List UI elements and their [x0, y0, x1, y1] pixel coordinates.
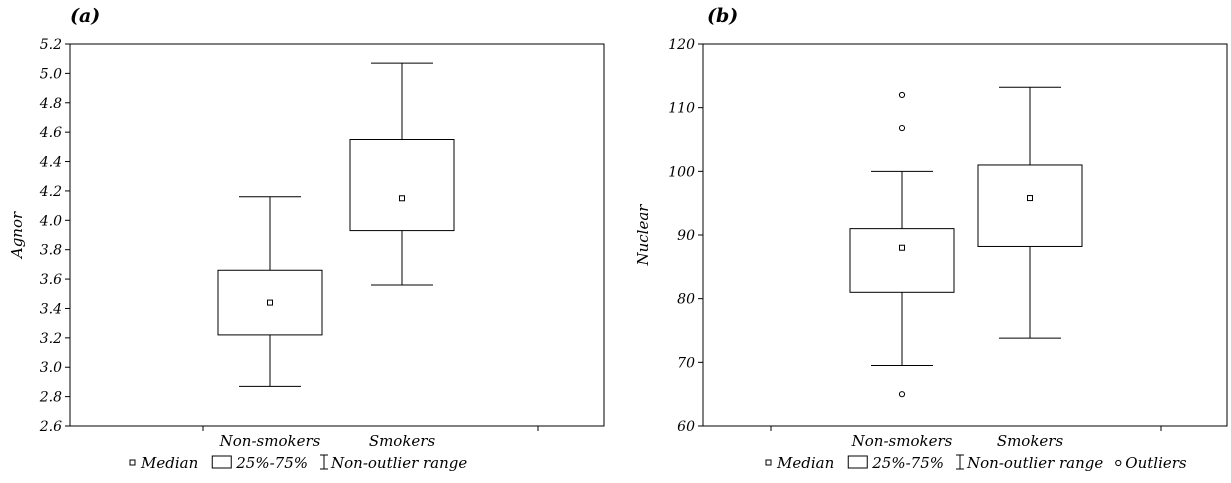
x-category-label: Non-smokers [219, 432, 321, 450]
y-tick-label: 4.2 [39, 184, 62, 200]
plot-frame [702, 43, 1228, 427]
legend-label-iqr: 25%-75% [235, 454, 308, 472]
chart-panel-a: 2.6 2.8 3.0 3.2 3.4 3.6 3.8 4.0 4.2 4.4 4.6 4.8 5.0 5… [8, 5, 605, 472]
y-tick-label: 80 [677, 292, 695, 308]
y-tick-label: 4.8 [39, 96, 62, 112]
box-smokers [977, 86, 1083, 339]
outlier-point [898, 91, 906, 99]
legend-label-range: Non-outlier range [966, 454, 1103, 472]
y-tick-label: 4.6 [39, 125, 62, 141]
y-tick-label: 3.0 [40, 360, 62, 376]
iqr-box [349, 139, 455, 232]
box-non-smokers [217, 196, 323, 387]
chart-panel-b: 60 70 80 90 100 110 120 Non-smokers Smokers (b) Nu… [634, 5, 1228, 472]
iqr-box [977, 164, 1083, 247]
legend: Median 25%-75% Non-outlier range Outliers [765, 454, 1187, 472]
y-tick-label: 90 [677, 228, 695, 244]
y-tick-label: 70 [677, 355, 695, 371]
box-smokers [349, 62, 455, 286]
y-axis-label: Agnor [8, 211, 26, 260]
plot-frame [69, 43, 605, 427]
y-tick-label: 3.4 [40, 301, 62, 317]
legend-label-median: Median [776, 454, 834, 472]
y-axis-label: Nuclear [634, 204, 652, 267]
legend-box-marker [847, 455, 868, 469]
y-tick-label: 3.2 [40, 331, 62, 347]
y-tick-label: 5.2 [40, 37, 62, 53]
median-marker [899, 244, 905, 251]
y-tick-label: 4.4 [39, 155, 62, 171]
y-tick-label: 3.8 [40, 243, 62, 259]
box-non-smokers [849, 91, 955, 398]
outlier-point [898, 124, 906, 132]
outlier-point [898, 391, 906, 398]
y-tick-label: 3.6 [40, 272, 62, 288]
legend-outlier-marker [1115, 459, 1122, 467]
legend-label-median: Median [140, 454, 198, 472]
legend-label-range: Non-outlier range [330, 454, 467, 472]
median-marker [399, 195, 405, 202]
legend-box-marker [211, 455, 232, 469]
x-category-label: Smokers [369, 432, 436, 450]
y-tick-label: 2.8 [39, 390, 62, 406]
y-tick-label: 2.6 [39, 419, 62, 435]
y-tick-label: 4.0 [39, 213, 62, 229]
x-category-label: Smokers [997, 432, 1064, 450]
legend-label-iqr: 25%-75% [871, 454, 944, 472]
panel-label: (a) [70, 5, 100, 27]
panel-label: (b) [707, 5, 738, 27]
median-marker [1027, 195, 1033, 202]
legend: Median 25%-75% Non-outlier range [129, 454, 467, 472]
x-category-label: Non-smokers [851, 432, 953, 450]
y-tick-label: 5.0 [40, 66, 62, 82]
legend-median-marker [129, 459, 136, 466]
y-tick-label: 120 [668, 37, 695, 53]
iqr-box [849, 228, 955, 293]
y-tick-label: 60 [677, 419, 695, 435]
y-tick-label: 110 [668, 101, 695, 117]
legend-label-outliers: Outliers [1125, 454, 1187, 472]
median-marker [267, 299, 273, 306]
y-tick-label: 100 [668, 164, 695, 180]
legend-median-marker [765, 459, 772, 466]
